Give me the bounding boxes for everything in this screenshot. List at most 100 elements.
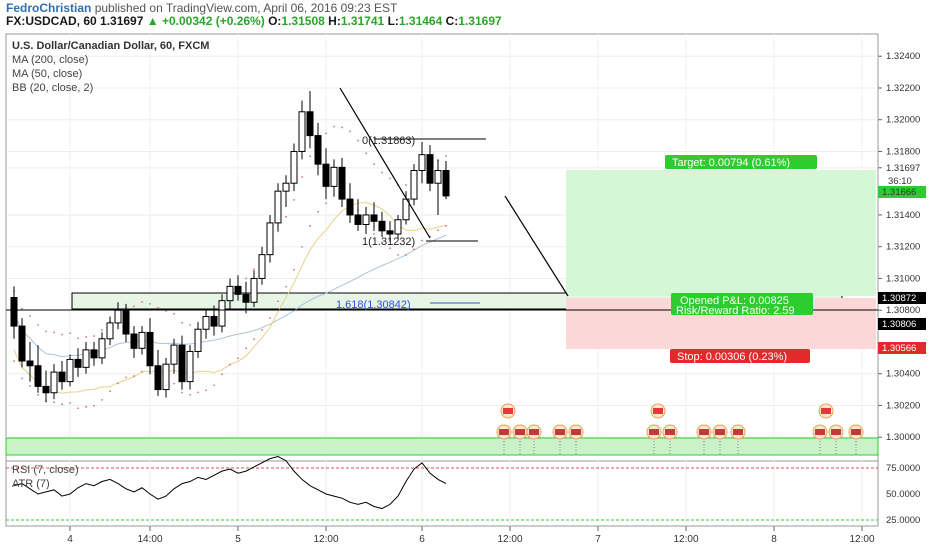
bb-upper-dot [173,312,175,315]
bb-lower-dot [277,300,279,303]
bb-lower-dot [389,247,391,250]
bb-upper-dot [445,155,447,157]
candle [146,318,154,374]
candle [42,370,50,403]
bb-upper-dot [93,335,95,337]
rsi-tick-label: 50.0000 [886,489,920,500]
rsi-pane[interactable] [5,460,879,527]
x-tick-label: 6 [419,534,425,545]
target-label: Target: 0.00794 (0.61%) [672,157,790,169]
time-axis[interactable]: 4 14:00 5 12:00 6 12:00 7 12:00 8 12:00 [67,526,875,545]
author-link[interactable]: FedroChristian [6,1,92,15]
open-value: 1.31508 [281,14,325,28]
candle-body [98,338,106,359]
candle [18,318,26,368]
candle [226,278,234,311]
bb-upper-dot [277,230,279,233]
opened-pl-badge: Opened P&L: 0.00825 Risk/Reward Ratio: 2… [671,293,813,317]
bb-upper-dot [333,125,335,128]
bb-lower-dot [269,317,271,320]
x-tick-label: 4 [67,534,73,545]
bb-upper-dot [149,302,151,305]
chart-canvas[interactable]: 0(1.31863) 1(1.31232) 1.618(1.30842) Tar… [0,28,932,550]
bb-upper-dot [349,130,351,133]
legend-rsi: RSI (7, close) [12,464,79,476]
bb-upper-dot [357,139,359,142]
candle [354,199,362,231]
economic-events[interactable] [496,403,864,454]
bb-upper-dot [157,306,159,309]
x-tick-label: 12:00 [673,534,698,545]
price-change: ▲ +0.00342 (+0.26%) [146,14,265,28]
bb-upper-dot [373,163,375,166]
candle-body [386,230,394,235]
flag-stripes-icon [515,429,525,435]
candle [218,294,226,333]
demand-zone [5,437,879,456]
candle [306,91,314,149]
bb-lower-dot [197,391,199,394]
price-axis[interactable]: 1.32400 1.32200 1.32000 1.31800 1.31697 1.314… [878,51,920,443]
candle-body [442,170,450,197]
bb-upper-dot [69,332,71,335]
candle-body [114,309,122,324]
candle-body [122,309,130,335]
bb-lower-dot [381,241,383,244]
candle [378,211,386,238]
candle [106,316,114,346]
candle-body [250,277,258,303]
maple-leaf-icon [821,408,831,414]
symbol-ohlc-line: FX:USDCAD, 60 1.31697 ▲ +0.00342 (+0.26%… [6,14,502,28]
candle-body [394,219,402,235]
y-tick-label: 1.31200 [886,242,920,253]
trendline-down[interactable] [339,87,431,239]
flag-stripes-icon [815,429,825,435]
candle [314,122,322,176]
candle [130,326,138,358]
candle-body [242,293,250,303]
candle-body [210,316,218,327]
opened-pl-label: Opened P&L: 0.00825 [680,295,789,307]
candle [170,338,178,374]
bb-upper-dot [405,184,407,186]
candle-body [282,182,290,192]
candle [186,345,194,390]
rr-label: Risk/Reward Ratio: 2.59 [676,305,795,317]
candle-body [66,358,74,383]
bb-lower-dot [109,390,111,393]
bb-upper-dot [253,268,255,271]
candle-body [322,163,330,187]
candle-body [298,111,306,152]
bb-upper-dot [77,337,79,340]
candle-body [202,316,210,330]
high-value: 1.31741 [340,14,385,28]
candle [298,100,306,160]
bb-upper-dot [381,171,383,174]
y-tick-label: 1.30400 [886,369,920,380]
candle [258,246,266,285]
bb-lower-dot [13,360,15,362]
candle [426,145,434,192]
candle-body [170,344,178,365]
flag-stripes-icon [831,429,841,435]
candle [290,143,298,192]
bb-lower-dot [301,246,303,248]
projection-line[interactable] [504,195,569,297]
x-tick-label: 14:00 [137,534,162,545]
bb-lower-dot [373,233,375,235]
candle-body [306,111,314,137]
bb-lower-dot [53,401,55,404]
bb-lower-dot [77,407,79,410]
low-label: L: [387,14,399,28]
target-badge: Target: 0.00794 (0.61%) [665,155,817,169]
rsi-line [13,456,447,510]
candle-body [226,285,234,302]
y-tick-label: 1.30800 [886,305,920,316]
candle-body [290,150,298,184]
candle-body [346,198,354,216]
maple-leaf-icon [503,408,513,414]
flag-stripes-icon [571,429,581,435]
bb-upper-dot [285,215,287,218]
flag-stripes-icon [665,429,675,435]
